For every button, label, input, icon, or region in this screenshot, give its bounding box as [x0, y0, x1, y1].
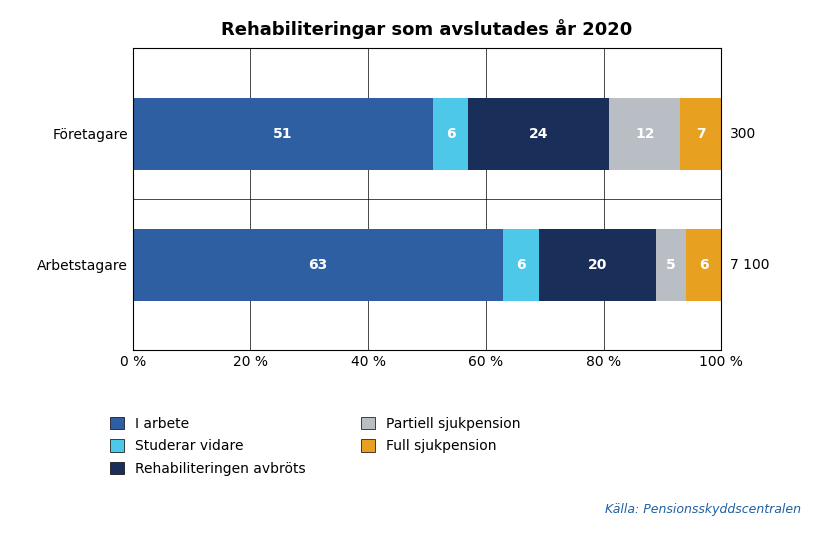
Text: 6: 6: [516, 258, 525, 272]
Title: Rehabiliteringar som avslutades år 2020: Rehabiliteringar som avslutades år 2020: [221, 18, 632, 39]
Legend: I arbete, Studerar vidare, Rehabiliteringen avbröts, Partiell sjukpension, Full : I arbete, Studerar vidare, Rehabiliterin…: [110, 417, 520, 476]
Bar: [503, 229, 538, 301]
Bar: [609, 97, 679, 169]
Text: 7: 7: [695, 126, 705, 140]
Bar: [432, 97, 468, 169]
Text: 20: 20: [587, 258, 607, 272]
Text: 300: 300: [729, 126, 755, 140]
Text: Källa: Pensionsskyddscentralen: Källa: Pensionsskyddscentralen: [604, 504, 800, 516]
Text: 6: 6: [445, 126, 455, 140]
Bar: [538, 229, 656, 301]
Text: 51: 51: [272, 126, 292, 140]
Text: 6: 6: [698, 258, 708, 272]
Bar: [132, 229, 503, 301]
Text: 5: 5: [666, 258, 676, 272]
Bar: [656, 229, 685, 301]
Bar: [468, 97, 609, 169]
Text: 24: 24: [528, 126, 548, 140]
Text: 63: 63: [308, 258, 327, 272]
Bar: [679, 97, 720, 169]
Bar: [685, 229, 720, 301]
Text: 7 100: 7 100: [729, 258, 768, 272]
Bar: [132, 97, 432, 169]
Text: 12: 12: [634, 126, 653, 140]
